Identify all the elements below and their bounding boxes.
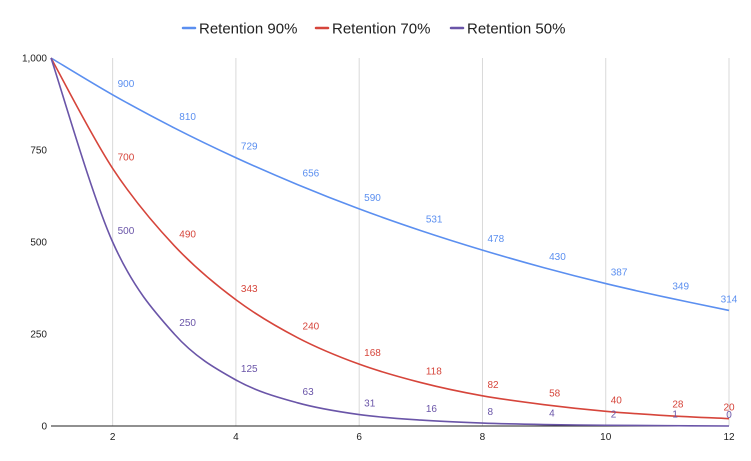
data-label: 125 bbox=[241, 364, 258, 375]
data-label: 490 bbox=[179, 230, 196, 241]
y-tick-label: 0 bbox=[41, 422, 47, 433]
data-label: 656 bbox=[303, 169, 320, 180]
x-tick-label: 12 bbox=[723, 432, 735, 443]
data-label: 168 bbox=[364, 348, 381, 359]
vertical-gridlines bbox=[112, 58, 730, 426]
x-tick-label: 6 bbox=[356, 432, 362, 443]
x-tick-label: 10 bbox=[600, 432, 612, 443]
data-label: 500 bbox=[118, 226, 135, 237]
x-tick-label: 4 bbox=[233, 432, 239, 443]
data-label: 590 bbox=[364, 193, 381, 204]
data-label: 58 bbox=[549, 389, 561, 400]
data-label: 118 bbox=[426, 367, 442, 378]
series-line bbox=[50, 57, 730, 420]
data-label: 16 bbox=[426, 404, 438, 415]
y-tick-label: 750 bbox=[30, 146, 47, 157]
series-lines bbox=[50, 57, 730, 427]
y-tick-label: 250 bbox=[30, 330, 47, 341]
x-tick-label: 2 bbox=[110, 432, 116, 443]
data-label: 40 bbox=[611, 395, 623, 406]
data-label: 250 bbox=[179, 318, 196, 329]
y-tick-label: 1,000 bbox=[22, 54, 47, 65]
data-label: 1 bbox=[672, 410, 678, 421]
data-label: 4 bbox=[549, 409, 555, 420]
y-tick-label: 500 bbox=[30, 238, 47, 249]
data-label: 2 bbox=[611, 409, 617, 420]
legend-entry: Retention 50% bbox=[467, 21, 565, 38]
data-label: 8 bbox=[487, 407, 493, 418]
data-label: 900 bbox=[118, 79, 135, 90]
data-label: 63 bbox=[303, 387, 315, 398]
legend-entry: Retention 70% bbox=[332, 21, 430, 38]
data-label: 729 bbox=[241, 142, 258, 153]
data-label: 314 bbox=[721, 294, 738, 305]
data-label: 343 bbox=[241, 284, 258, 295]
data-labels: 9008107296565905314784303873493147004903… bbox=[118, 79, 738, 421]
data-label: 700 bbox=[118, 152, 135, 163]
data-label: 810 bbox=[179, 112, 196, 123]
x-tick-label: 8 bbox=[480, 432, 486, 443]
series-line bbox=[50, 57, 730, 312]
data-label: 28 bbox=[672, 400, 684, 411]
data-label: 31 bbox=[364, 399, 376, 410]
data-label: 240 bbox=[303, 322, 320, 333]
legend: Retention 90% Retention 70% Retention 50% bbox=[181, 21, 565, 38]
data-label: 20 bbox=[723, 403, 735, 414]
data-label: 349 bbox=[672, 282, 689, 293]
data-label: 0 bbox=[726, 410, 732, 421]
data-label: 430 bbox=[549, 252, 566, 263]
series-line bbox=[50, 57, 730, 427]
data-label: 387 bbox=[611, 268, 628, 279]
data-label: 531 bbox=[426, 215, 443, 226]
legend-entry: Retention 90% bbox=[199, 21, 297, 38]
data-label: 478 bbox=[487, 234, 504, 245]
data-label: 82 bbox=[487, 380, 499, 391]
